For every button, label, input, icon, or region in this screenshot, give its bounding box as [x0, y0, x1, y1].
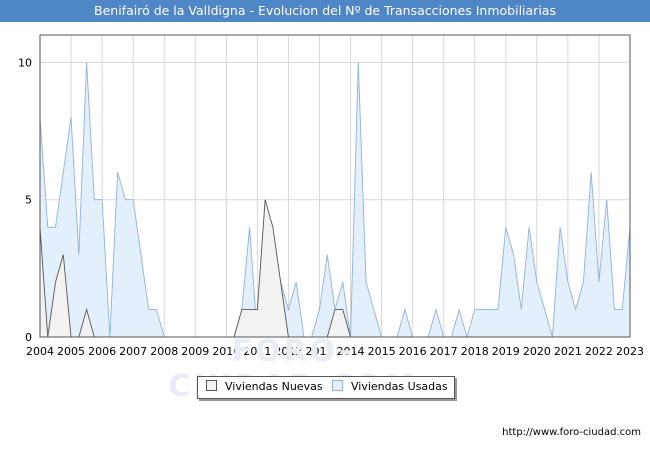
x-tick-label: 2009	[181, 345, 209, 358]
x-tick-label: 2018	[461, 345, 489, 358]
chart-title: Benifairó de la Valldigna - Evolucion de…	[0, 0, 650, 22]
x-tick-label: 2023	[616, 345, 644, 358]
legend-label-nuevas: Viviendas Nuevas	[225, 380, 323, 393]
x-tick-label: 2022	[585, 345, 613, 358]
x-tick-label: 2019	[492, 345, 520, 358]
x-tick-label: 2020	[523, 345, 551, 358]
legend-label-usadas: Viviendas Usadas	[351, 380, 448, 393]
x-tick-label: 2015	[368, 345, 396, 358]
x-tick-label: 2011	[243, 345, 271, 358]
plot-frame	[39, 34, 631, 338]
grid	[39, 35, 631, 338]
source-link[interactable]: http://www.foro-ciudad.com	[502, 427, 641, 438]
x-tick-label: 2007	[119, 345, 147, 358]
y-tick-label: 0	[25, 331, 32, 344]
legend-swatch-nuevas	[206, 380, 217, 391]
x-tick-label: 2010	[212, 345, 240, 358]
x-tick-label: 2004	[26, 345, 54, 358]
legend-item-usadas: Viviendas Usadas	[332, 380, 448, 394]
x-tick-label: 2006	[88, 345, 116, 358]
x-tick-label: 2017	[430, 345, 458, 358]
x-tick-label: 2014	[337, 345, 365, 358]
y-axis: 0 5 10	[18, 56, 32, 344]
x-tick-label: 2021	[554, 345, 582, 358]
y-tick-label: 10	[18, 56, 32, 69]
legend: Viviendas Nuevas Viviendas Usadas	[197, 376, 455, 399]
x-tick-label: 2016	[399, 345, 427, 358]
series-fill-1	[40, 62, 630, 337]
x-tick-label: 2005	[57, 345, 85, 358]
y-tick-label: 5	[25, 194, 32, 207]
x-tick-label: 2013	[305, 345, 333, 358]
legend-item-nuevas: Viviendas Nuevas	[206, 380, 323, 394]
x-tick-label: 2008	[150, 345, 178, 358]
x-tick-label: 2012	[274, 345, 302, 358]
x-axis: 2004 2005 2006 2007 2008 2009 2010 2011 2012 2013…	[26, 345, 644, 358]
legend-swatch-usadas	[332, 380, 343, 391]
